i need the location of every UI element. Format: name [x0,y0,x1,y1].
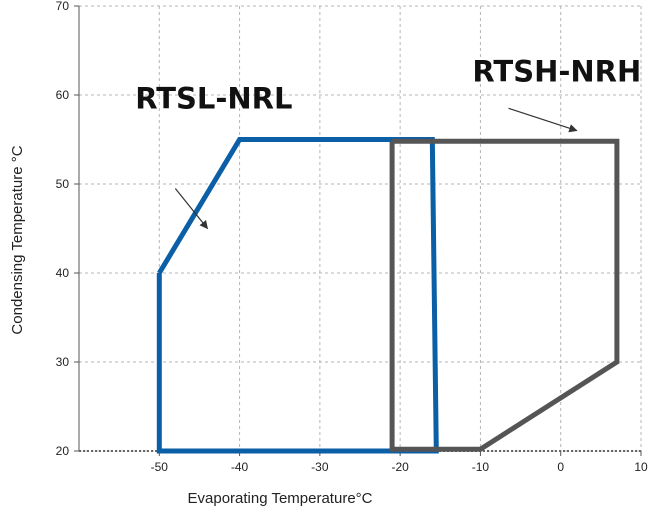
series-label-rtsh-nrh: RTSH-NRH [472,55,641,89]
x-tick-label: -40 [231,460,249,474]
x-tick-label: -50 [151,460,169,474]
x-tick-label: 0 [557,460,564,474]
x-axis-title: Evaporating Temperature°C [188,490,373,507]
y-tick-label: 30 [56,355,70,369]
series-label-arrow-rtsl-nrl [174,188,208,230]
y-tick-label: 40 [56,266,70,280]
x-tick-label: -30 [311,460,329,474]
y-tick-label: 50 [56,177,70,191]
x-tick-label: -10 [472,460,490,474]
annotations: RTSL-NRL RTSH-NRH [135,55,641,230]
series-outline-rtsl-nrl [156,137,439,454]
x-tick-label: 10 [634,460,648,474]
y-axis-title: Condensing Temperature °C [9,145,26,334]
y-tick-label: 70 [56,0,70,13]
y-tick-label: 20 [56,444,70,458]
grid [79,5,642,452]
y-tick-label: 60 [56,88,70,102]
series-label-rtsl-nrl: RTSL-NRL [135,81,292,115]
x-tick-label: -20 [391,460,409,474]
series-label-arrow-rtsh-nrh [508,107,578,133]
series-outline-rtsh-nrh [389,138,620,452]
series-group [156,137,620,454]
